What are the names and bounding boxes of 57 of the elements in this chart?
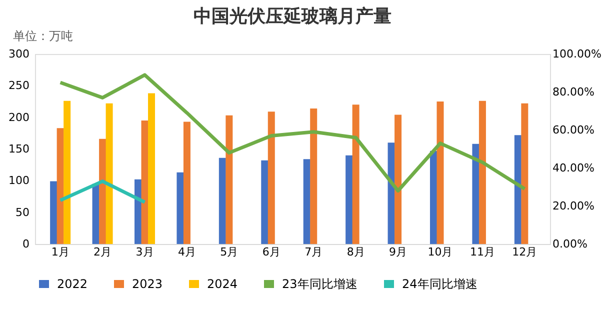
bar — [478, 100, 486, 244]
bar — [472, 144, 480, 244]
x-tick-label: 4月 — [178, 246, 196, 258]
x-tick-label: 12月 — [512, 246, 538, 258]
y-tick-label: 0 — [22, 238, 30, 250]
legend-label: 2023 — [132, 277, 163, 291]
x-tick-label: 2月 — [94, 246, 112, 258]
y-tick-label: 250 — [8, 79, 30, 92]
x-tick-label: 9月 — [389, 246, 408, 258]
bar — [310, 108, 318, 244]
bar — [436, 102, 444, 244]
bar — [183, 122, 190, 244]
text: 单位：万吨 — [13, 29, 73, 43]
bar — [394, 114, 402, 244]
legend-label: 24年同比增速 — [402, 277, 478, 291]
bar — [50, 181, 58, 244]
y2-tick-label: 0.00% — [552, 238, 588, 250]
bar — [218, 158, 226, 244]
bar — [261, 160, 268, 244]
y-tick-label: 50 — [16, 206, 30, 219]
bar — [521, 103, 528, 244]
bar — [99, 138, 106, 244]
bar — [64, 100, 71, 244]
bar — [303, 159, 310, 244]
bar — [346, 155, 353, 244]
y-tick-label: 200 — [8, 110, 30, 124]
y-tick-label: 300 — [8, 48, 30, 60]
x-tick-label: 3月 — [136, 246, 154, 258]
y2-tick-label: 60.00% — [552, 124, 594, 136]
bar — [176, 172, 184, 244]
bar — [352, 104, 360, 244]
bar — [226, 115, 233, 244]
bar — [268, 112, 275, 244]
bar — [106, 103, 113, 244]
x-tick-label: 5月 — [220, 246, 238, 258]
y2-tick-label: 20.00% — [552, 200, 594, 212]
bar — [134, 179, 142, 244]
legend-label: 2022 — [57, 277, 88, 291]
x-tick-label: 7月 — [304, 246, 323, 258]
y2-tick-label: 100.00% — [552, 48, 602, 60]
y-tick-label: 100 — [8, 174, 30, 188]
legend-label: 23年同比增速 — [282, 277, 358, 291]
bar — [430, 150, 437, 244]
y2-tick-label: 40.00% — [552, 162, 594, 174]
y2-tick-label: 80.00% — [552, 86, 594, 98]
chart-title: 中国光伏压延玻璃月产量 — [194, 6, 392, 27]
line-series — [58, 73, 526, 193]
y-tick-label: 150 — [8, 142, 30, 156]
x-tick-label: 10月 — [428, 246, 453, 258]
x-tick-label: 1月 — [51, 246, 70, 258]
bar — [141, 120, 148, 244]
x-tick-label: 8月 — [346, 246, 365, 258]
legend-label: 2024 — [207, 277, 238, 291]
bar — [56, 128, 64, 244]
bar — [148, 93, 156, 244]
x-tick-label: 6月 — [262, 246, 280, 258]
x-tick-label: 11月 — [470, 246, 495, 258]
